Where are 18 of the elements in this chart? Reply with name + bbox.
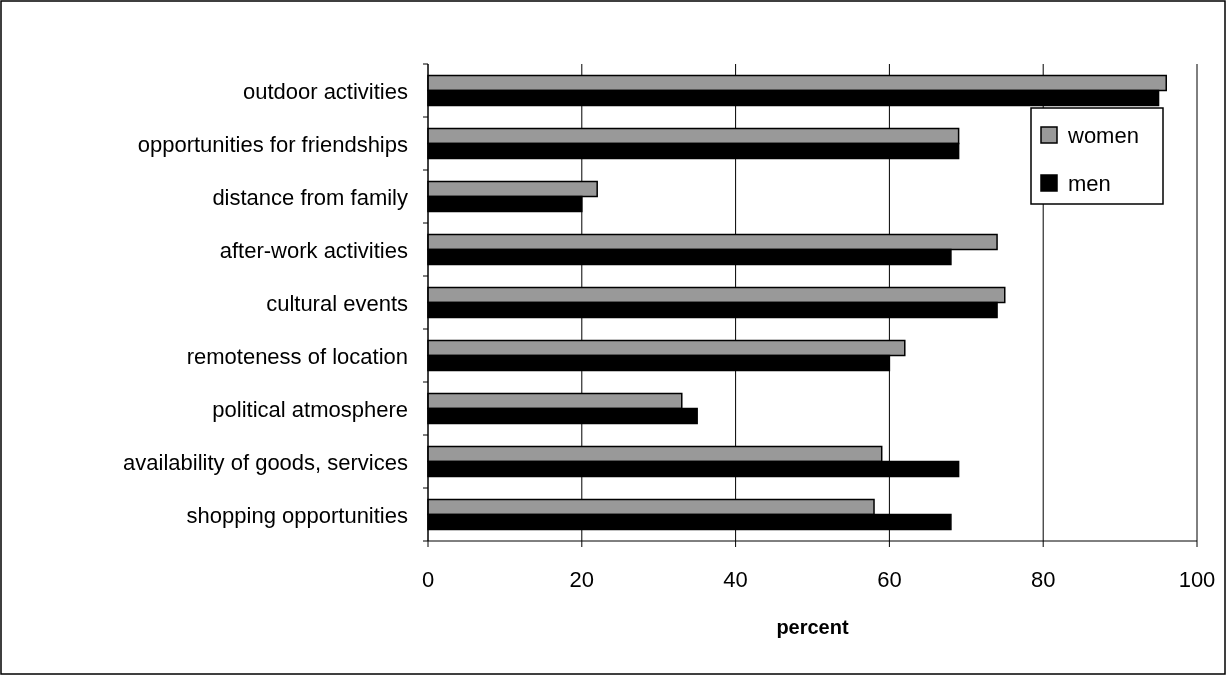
y-tick-label: opportunities for friendships xyxy=(137,131,408,157)
y-tick-label: after-work activities xyxy=(219,237,408,263)
y-tick-label: cultural events xyxy=(266,290,408,316)
y-tick-label: remoteness of location xyxy=(186,343,408,369)
y-tick-label: availability of goods, services xyxy=(123,449,408,475)
legend-label: women xyxy=(1067,123,1139,148)
y-tick-label: political atmosphere xyxy=(212,396,408,422)
y-tick-label: shopping opportunities xyxy=(186,502,408,528)
x-tick-label: 40 xyxy=(723,567,748,592)
y-tick-label: outdoor activities xyxy=(242,78,408,104)
x-tick-label: 0 xyxy=(421,567,435,592)
y-tick-label: distance from family xyxy=(212,184,408,210)
x-tick-label: 80 xyxy=(1030,567,1056,592)
legend-label: men xyxy=(1068,171,1111,196)
x-tick-label: 60 xyxy=(877,567,902,592)
x-tick-label: 100 xyxy=(1178,567,1216,592)
x-axis-title: percent xyxy=(776,616,849,638)
x-tick-label: 20 xyxy=(569,567,595,592)
